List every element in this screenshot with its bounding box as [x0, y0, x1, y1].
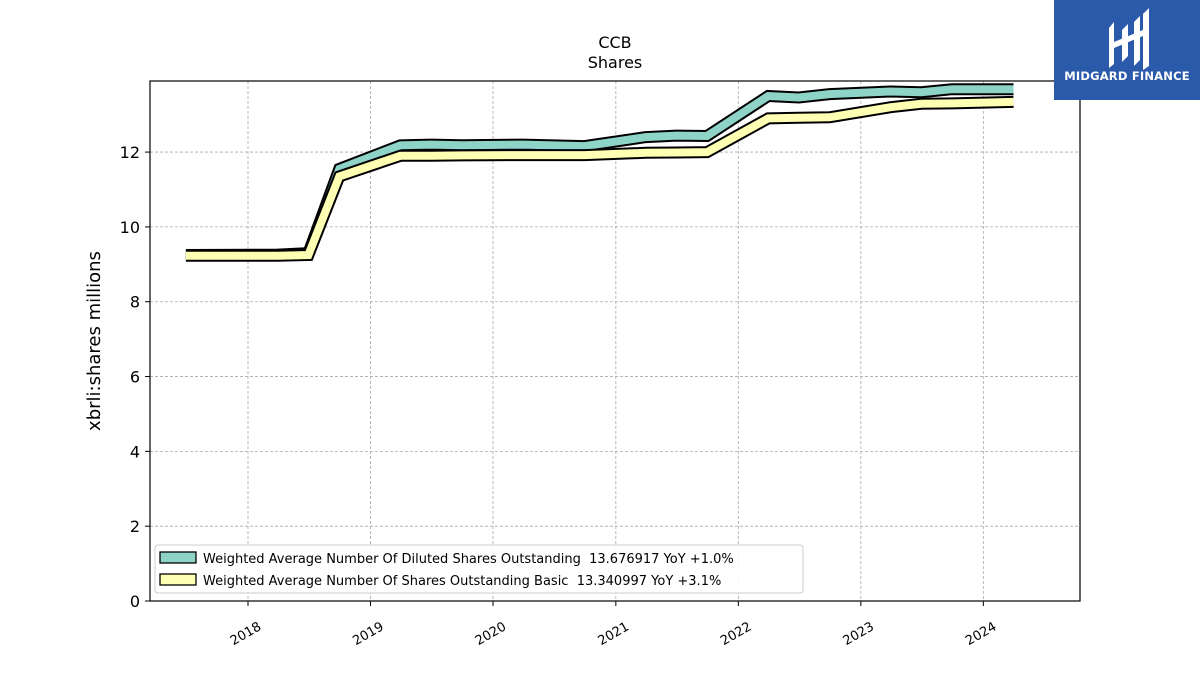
y-tick-label: 0 [130, 592, 140, 611]
legend-label-basic: Weighted Average Number Of Shares Outsta… [203, 574, 721, 589]
x-tick-label: 2021 [596, 619, 632, 649]
legend-swatch-diluted [159, 551, 197, 564]
y-tick-label: 12 [120, 143, 140, 162]
series-line-0 [185, 85, 1014, 259]
x-tick-label: 2018 [228, 619, 264, 649]
x-tick-label: 2019 [350, 619, 386, 649]
series-line-1 [185, 97, 1014, 260]
brand-name: MIDGARD FINANCE [1064, 69, 1190, 83]
chart-subtitle: Shares [588, 53, 643, 72]
x-tick-label: 2024 [963, 619, 999, 649]
x-axis: 2018 2019 2020 2021 2022 2023 2024 [228, 601, 999, 649]
y-tick-label: 6 [130, 368, 140, 387]
chart-title: CCB [598, 33, 631, 52]
y-tick-label: 4 [130, 442, 140, 461]
legend-box [154, 544, 804, 594]
midgard-logo-icon [1109, 8, 1149, 70]
x-tick-label: 2022 [718, 619, 754, 649]
legend: Weighted Average Number Of Diluted Share… [154, 544, 804, 594]
legend-swatch-basic [159, 573, 197, 586]
y-tick-label: 2 [130, 517, 140, 536]
x-tick-label: 2023 [841, 619, 877, 649]
y-tick-label: 8 [130, 293, 140, 312]
x-tick-label: 2020 [473, 619, 509, 649]
series-outline-0 [185, 83, 1014, 261]
y-axis-label: xbrli:shares millions [84, 251, 105, 431]
legend-label-diluted: Weighted Average Number Of Diluted Share… [203, 552, 734, 567]
y-axis: 0 2 4 6 8 10 12 [120, 143, 150, 611]
brand-logo: MIDGARD FINANCE [1054, 0, 1200, 100]
y-tick-label: 10 [120, 218, 140, 237]
plot-frame [149, 80, 1081, 602]
series-layer [185, 83, 1014, 262]
